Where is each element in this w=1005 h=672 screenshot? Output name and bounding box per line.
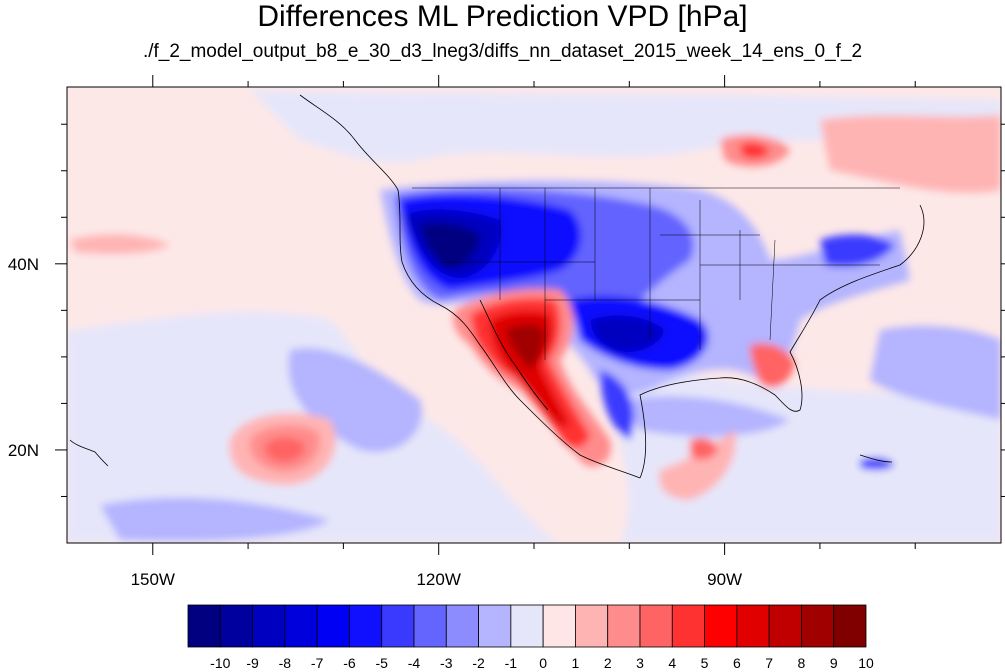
colorbar-swatch bbox=[768, 604, 802, 648]
colorbar: -10 -9 -8 -7 -6 -5 -4 -3 -2 -1 0 1 2 3 4 5 6 7 8 9 10 bbox=[187, 604, 874, 671]
colorbar-label: 10 bbox=[858, 655, 874, 671]
map-subtitle: ./f_2_model_output_b8_e_30_d3_lneg3/diff… bbox=[142, 41, 863, 62]
colorbar-swatch bbox=[445, 604, 479, 648]
colorbar-label: -7 bbox=[311, 655, 324, 671]
colorbar-label: 4 bbox=[668, 655, 676, 671]
colorbar-label: 1 bbox=[572, 655, 580, 671]
colorbar-swatch bbox=[671, 604, 705, 648]
colorbar-swatch bbox=[413, 604, 447, 648]
colorbar-swatch bbox=[736, 604, 770, 648]
colorbar-swatch bbox=[381, 604, 415, 648]
colorbar-swatch bbox=[478, 604, 512, 648]
colorbar-label: -8 bbox=[279, 655, 292, 671]
colorbar-swatch bbox=[704, 604, 738, 648]
colorbar-swatch bbox=[510, 604, 544, 648]
lon-tick-label: 150W bbox=[131, 570, 175, 589]
colorbar-swatch bbox=[252, 604, 286, 648]
lat-tick-label: 40N bbox=[8, 255, 39, 274]
map-title: Differences ML Prediction VPD [hPa] bbox=[257, 0, 748, 33]
colorbar-swatch bbox=[801, 604, 835, 648]
colorbar-swatch bbox=[575, 604, 609, 648]
axis-ticks bbox=[55, 75, 1005, 555]
colorbar-label: 5 bbox=[701, 655, 709, 671]
colorbar-label: -4 bbox=[408, 655, 421, 671]
colorbar-label: 9 bbox=[830, 655, 838, 671]
anomaly-field bbox=[67, 90, 1001, 543]
colorbar-label: 3 bbox=[636, 655, 644, 671]
colorbar-label: 6 bbox=[733, 655, 741, 671]
lat-tick-label: 20N bbox=[8, 441, 39, 460]
colorbar-label: 2 bbox=[604, 655, 612, 671]
lon-tick-label: 120W bbox=[416, 570, 460, 589]
axis-labels: 150W 120W 90W 40N 20N bbox=[8, 255, 742, 589]
coastline bbox=[69, 94, 925, 479]
colorbar-label: 0 bbox=[539, 655, 547, 671]
colorbar-swatch bbox=[607, 604, 641, 648]
colorbar-label: -6 bbox=[343, 655, 356, 671]
colorbar-swatch bbox=[219, 604, 253, 648]
colorbar-swatch bbox=[349, 604, 383, 648]
lon-tick-label: 90W bbox=[707, 570, 742, 589]
colorbar-label: -10 bbox=[210, 655, 230, 671]
colorbar-label: 7 bbox=[765, 655, 773, 671]
colorbar-label: -1 bbox=[505, 655, 518, 671]
colorbar-swatch bbox=[542, 604, 576, 648]
colorbar-label: -5 bbox=[375, 655, 388, 671]
colorbar-label: -3 bbox=[440, 655, 453, 671]
colorbar-swatch bbox=[316, 604, 350, 648]
colorbar-swatch bbox=[284, 604, 318, 648]
map-plot-area bbox=[67, 87, 1001, 543]
colorbar-swatch bbox=[639, 604, 673, 648]
colorbar-label: 8 bbox=[798, 655, 806, 671]
colorbar-swatch bbox=[833, 604, 867, 648]
colorbar-label: -9 bbox=[246, 655, 259, 671]
colorbar-label: -2 bbox=[472, 655, 485, 671]
colorbar-swatch bbox=[187, 604, 221, 648]
